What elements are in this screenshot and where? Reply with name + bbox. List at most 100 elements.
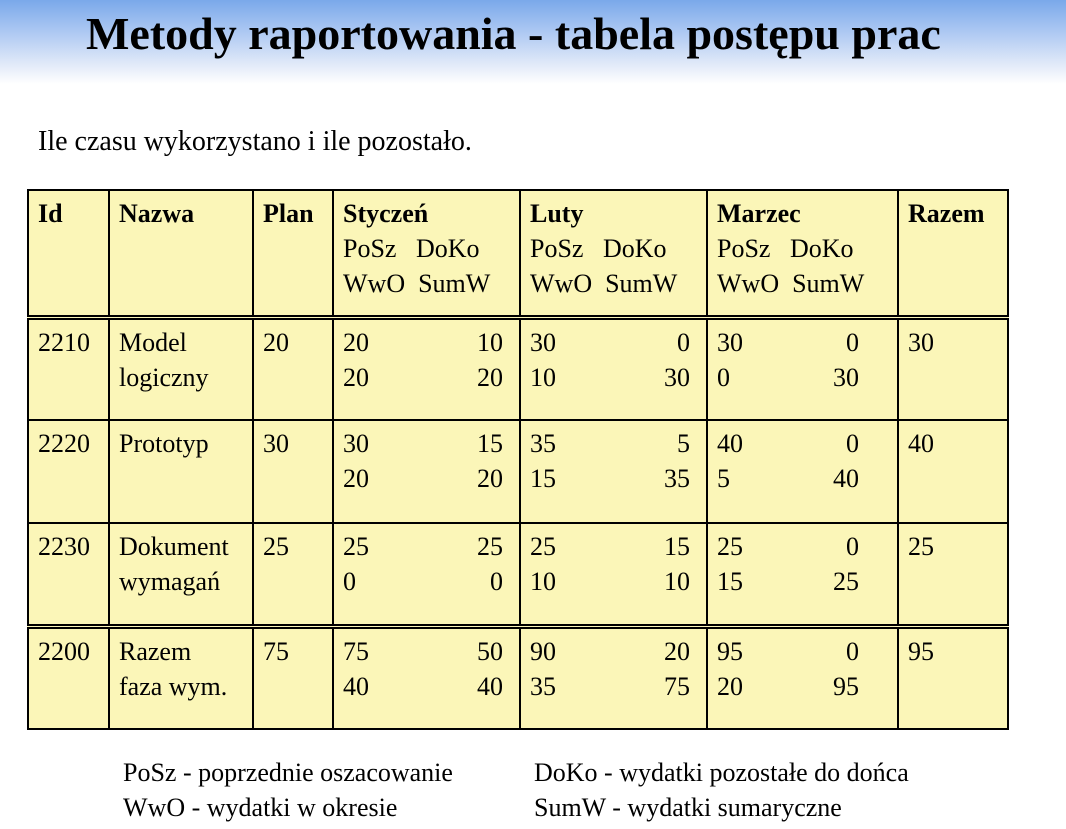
value-doko: 50 bbox=[477, 636, 503, 666]
header-month-3: Marzec PoSz DoKo WwO SumW bbox=[706, 189, 899, 320]
table-row: 2210 Model logiczny 20 20 10 20 20 30 0 10 30… bbox=[27, 316, 1009, 421]
value-doko: 0 bbox=[846, 327, 859, 357]
cell-month-1: 30 15 20 20 bbox=[332, 419, 521, 524]
header-row: Id Nazwa Plan Styczeń PoSz DoKo WwO SumW… bbox=[27, 189, 1009, 320]
table-row-total: 2200 Razem faza wym. 75 75 50 40 40 90 20 35… bbox=[27, 623, 1009, 730]
name-line2: wymagań bbox=[119, 567, 221, 596]
value-sumw: 75 bbox=[664, 671, 690, 701]
header-plan: Plan bbox=[252, 189, 334, 320]
name-line1: Razem bbox=[119, 636, 192, 666]
value-wwo: 0 bbox=[343, 567, 356, 596]
value-posz: 25 bbox=[717, 532, 743, 561]
value-doko: 15 bbox=[664, 532, 690, 561]
cell-total: 40 bbox=[897, 419, 1009, 524]
title-bar bbox=[0, 0, 1066, 84]
header-month-2: Luty PoSz DoKo WwO SumW bbox=[519, 189, 708, 320]
value-wwo: 0 bbox=[717, 362, 730, 392]
value-posz: 35 bbox=[530, 429, 556, 458]
month-subheader-line1: PoSz DoKo bbox=[717, 234, 854, 263]
value-posz: 75 bbox=[343, 636, 369, 666]
cell-month-1: 20 10 20 20 bbox=[332, 316, 521, 421]
cell-month-3: 25 0 15 25 bbox=[706, 522, 899, 627]
cell-id: 2200 bbox=[27, 623, 110, 730]
legend-wwo: WwO - wydatki w okresie bbox=[123, 793, 398, 822]
cell-month-3: 95 0 20 95 bbox=[706, 623, 899, 730]
value-doko: 10 bbox=[477, 327, 503, 357]
header-name: Nazwa bbox=[108, 189, 254, 320]
header-id: Id bbox=[27, 189, 110, 320]
value-doko: 0 bbox=[846, 532, 859, 561]
cell-month-2: 25 15 10 10 bbox=[519, 522, 708, 627]
name-line2: faza wym. bbox=[119, 671, 228, 701]
cell-month-2: 35 5 15 35 bbox=[519, 419, 708, 524]
value-wwo: 5 bbox=[717, 464, 730, 493]
cell-month-1: 25 25 0 0 bbox=[332, 522, 521, 627]
cell-name: Prototyp bbox=[108, 419, 254, 524]
name-line2: logiczny bbox=[119, 362, 209, 392]
slide-subtitle: Ile czasu wykorzystano i ile pozostało. bbox=[38, 126, 472, 157]
value-posz: 30 bbox=[530, 327, 556, 357]
value-sumw: 30 bbox=[664, 362, 690, 392]
cell-month-2: 90 20 35 75 bbox=[519, 623, 708, 730]
slide-title: Metody raportowania - tabela postępu pra… bbox=[86, 8, 941, 59]
value-sumw: 95 bbox=[833, 671, 859, 701]
cell-name: Razem faza wym. bbox=[108, 623, 254, 730]
cell-month-3: 30 0 0 30 bbox=[706, 316, 899, 421]
month-subheader-line2: WwO SumW bbox=[343, 269, 491, 298]
legend-right: DoKo - wydatki pozostałe do dońca SumW -… bbox=[534, 755, 909, 825]
value-doko: 0 bbox=[677, 327, 690, 357]
value-posz: 25 bbox=[343, 532, 369, 561]
month-subheader-line1: PoSz DoKo bbox=[530, 234, 667, 263]
header-month-1: Styczeń PoSz DoKo WwO SumW bbox=[332, 189, 521, 320]
value-doko: 25 bbox=[477, 532, 503, 561]
value-sumw: 40 bbox=[477, 671, 503, 701]
value-wwo: 10 bbox=[530, 362, 556, 392]
value-wwo: 20 bbox=[717, 671, 743, 701]
value-sumw: 25 bbox=[833, 567, 859, 596]
value-sumw: 40 bbox=[833, 464, 859, 493]
name-line1: Model bbox=[119, 327, 187, 357]
value-posz: 40 bbox=[717, 429, 743, 458]
value-posz: 30 bbox=[717, 327, 743, 357]
cell-id: 2210 bbox=[27, 316, 110, 421]
legend-sumw: SumW - wydatki sumaryczne bbox=[534, 793, 842, 822]
value-wwo: 35 bbox=[530, 671, 556, 701]
value-sumw: 30 bbox=[833, 362, 859, 392]
month-subheader-line1: PoSz DoKo bbox=[343, 234, 480, 263]
cell-name: Model logiczny bbox=[108, 316, 254, 421]
legend-posz: PoSz - poprzednie oszacowanie bbox=[123, 758, 453, 787]
value-sumw: 10 bbox=[664, 567, 690, 596]
value-posz: 25 bbox=[530, 532, 556, 561]
month-name: Luty bbox=[530, 199, 584, 228]
value-posz: 95 bbox=[717, 636, 743, 666]
value-doko: 0 bbox=[846, 636, 859, 666]
value-sumw: 35 bbox=[664, 464, 690, 493]
cell-total: 25 bbox=[897, 522, 1009, 627]
progress-table: Id Nazwa Plan Styczeń PoSz DoKo WwO SumW… bbox=[27, 189, 1009, 730]
value-wwo: 20 bbox=[343, 362, 369, 392]
value-wwo: 10 bbox=[530, 567, 556, 596]
table-row: 2230 Dokument wymagań 25 25 25 0 0 25 15 10 1… bbox=[27, 522, 1009, 627]
cell-id: 2220 bbox=[27, 419, 110, 524]
value-wwo: 15 bbox=[717, 567, 743, 596]
value-doko: 5 bbox=[677, 429, 690, 458]
value-wwo: 15 bbox=[530, 464, 556, 493]
cell-total: 95 bbox=[897, 623, 1009, 730]
legend-left: PoSz - poprzednie oszacowanie WwO - wyda… bbox=[123, 755, 453, 825]
value-sumw: 0 bbox=[490, 567, 503, 596]
cell-plan: 25 bbox=[252, 522, 334, 627]
cell-month-2: 30 0 10 30 bbox=[519, 316, 708, 421]
value-doko: 15 bbox=[477, 429, 503, 458]
cell-plan: 20 bbox=[252, 316, 334, 421]
month-subheader-line2: WwO SumW bbox=[717, 269, 865, 298]
value-wwo: 20 bbox=[343, 464, 369, 493]
legend-doko: DoKo - wydatki pozostałe do dońca bbox=[534, 758, 909, 787]
header-total: Razem bbox=[897, 189, 1009, 320]
cell-month-1: 75 50 40 40 bbox=[332, 623, 521, 730]
progress-table-wrapper: Id Nazwa Plan Styczeń PoSz DoKo WwO SumW… bbox=[27, 189, 1009, 730]
value-doko: 20 bbox=[664, 636, 690, 666]
month-name: Marzec bbox=[717, 199, 801, 228]
table-row: 2220 Prototyp 30 30 15 20 20 35 5 15 35 40 0 … bbox=[27, 419, 1009, 524]
cell-plan: 75 bbox=[252, 623, 334, 730]
value-sumw: 20 bbox=[477, 464, 503, 493]
